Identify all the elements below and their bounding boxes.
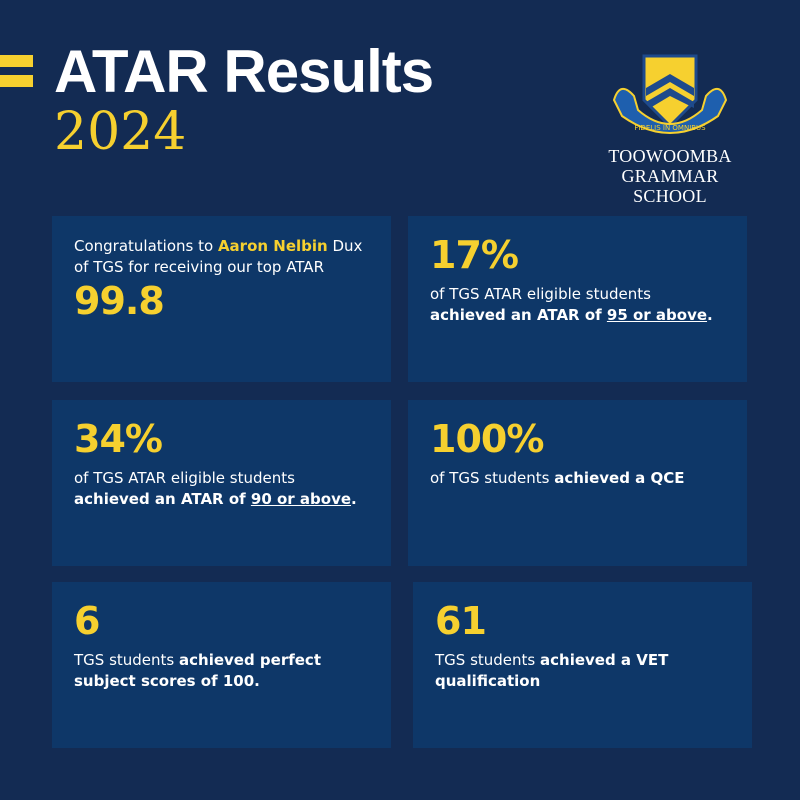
- svg-text:FIDELIS IN OMNIBUS: FIDELIS IN OMNIBUS: [634, 124, 706, 132]
- decor-bar: [0, 75, 33, 87]
- stat-card-perfect: 6 TGS students achieved perfect subject …: [52, 582, 391, 748]
- page-year: 2024: [54, 102, 187, 162]
- dux-atar-value: 99.8: [74, 279, 165, 323]
- crest-icon: FIDELIS IN OMNIBUS: [612, 54, 728, 134]
- school-name-line1: TOOWOOMBA: [608, 146, 732, 166]
- school-logo: FIDELIS IN OMNIBUS TOOWOOMBA GRAMMAR SCH…: [585, 50, 755, 206]
- stat-card-vet: 61 TGS students achieved a VET qualifica…: [413, 582, 752, 748]
- school-name-line2: GRAMMAR SCHOOL: [621, 166, 719, 206]
- stat-card-qce: 100% of TGS students achieved a QCE: [408, 400, 747, 566]
- stat-card-95: 17% of TGS ATAR eligible students achiev…: [408, 216, 747, 382]
- stat-card-90: 34% of TGS ATAR eligible students achiev…: [52, 400, 391, 566]
- dux-card: Congratulations to Aaron Nelbin Dux of T…: [52, 216, 391, 382]
- page-title: ATAR Results: [54, 38, 434, 105]
- decor-bar: [0, 55, 33, 67]
